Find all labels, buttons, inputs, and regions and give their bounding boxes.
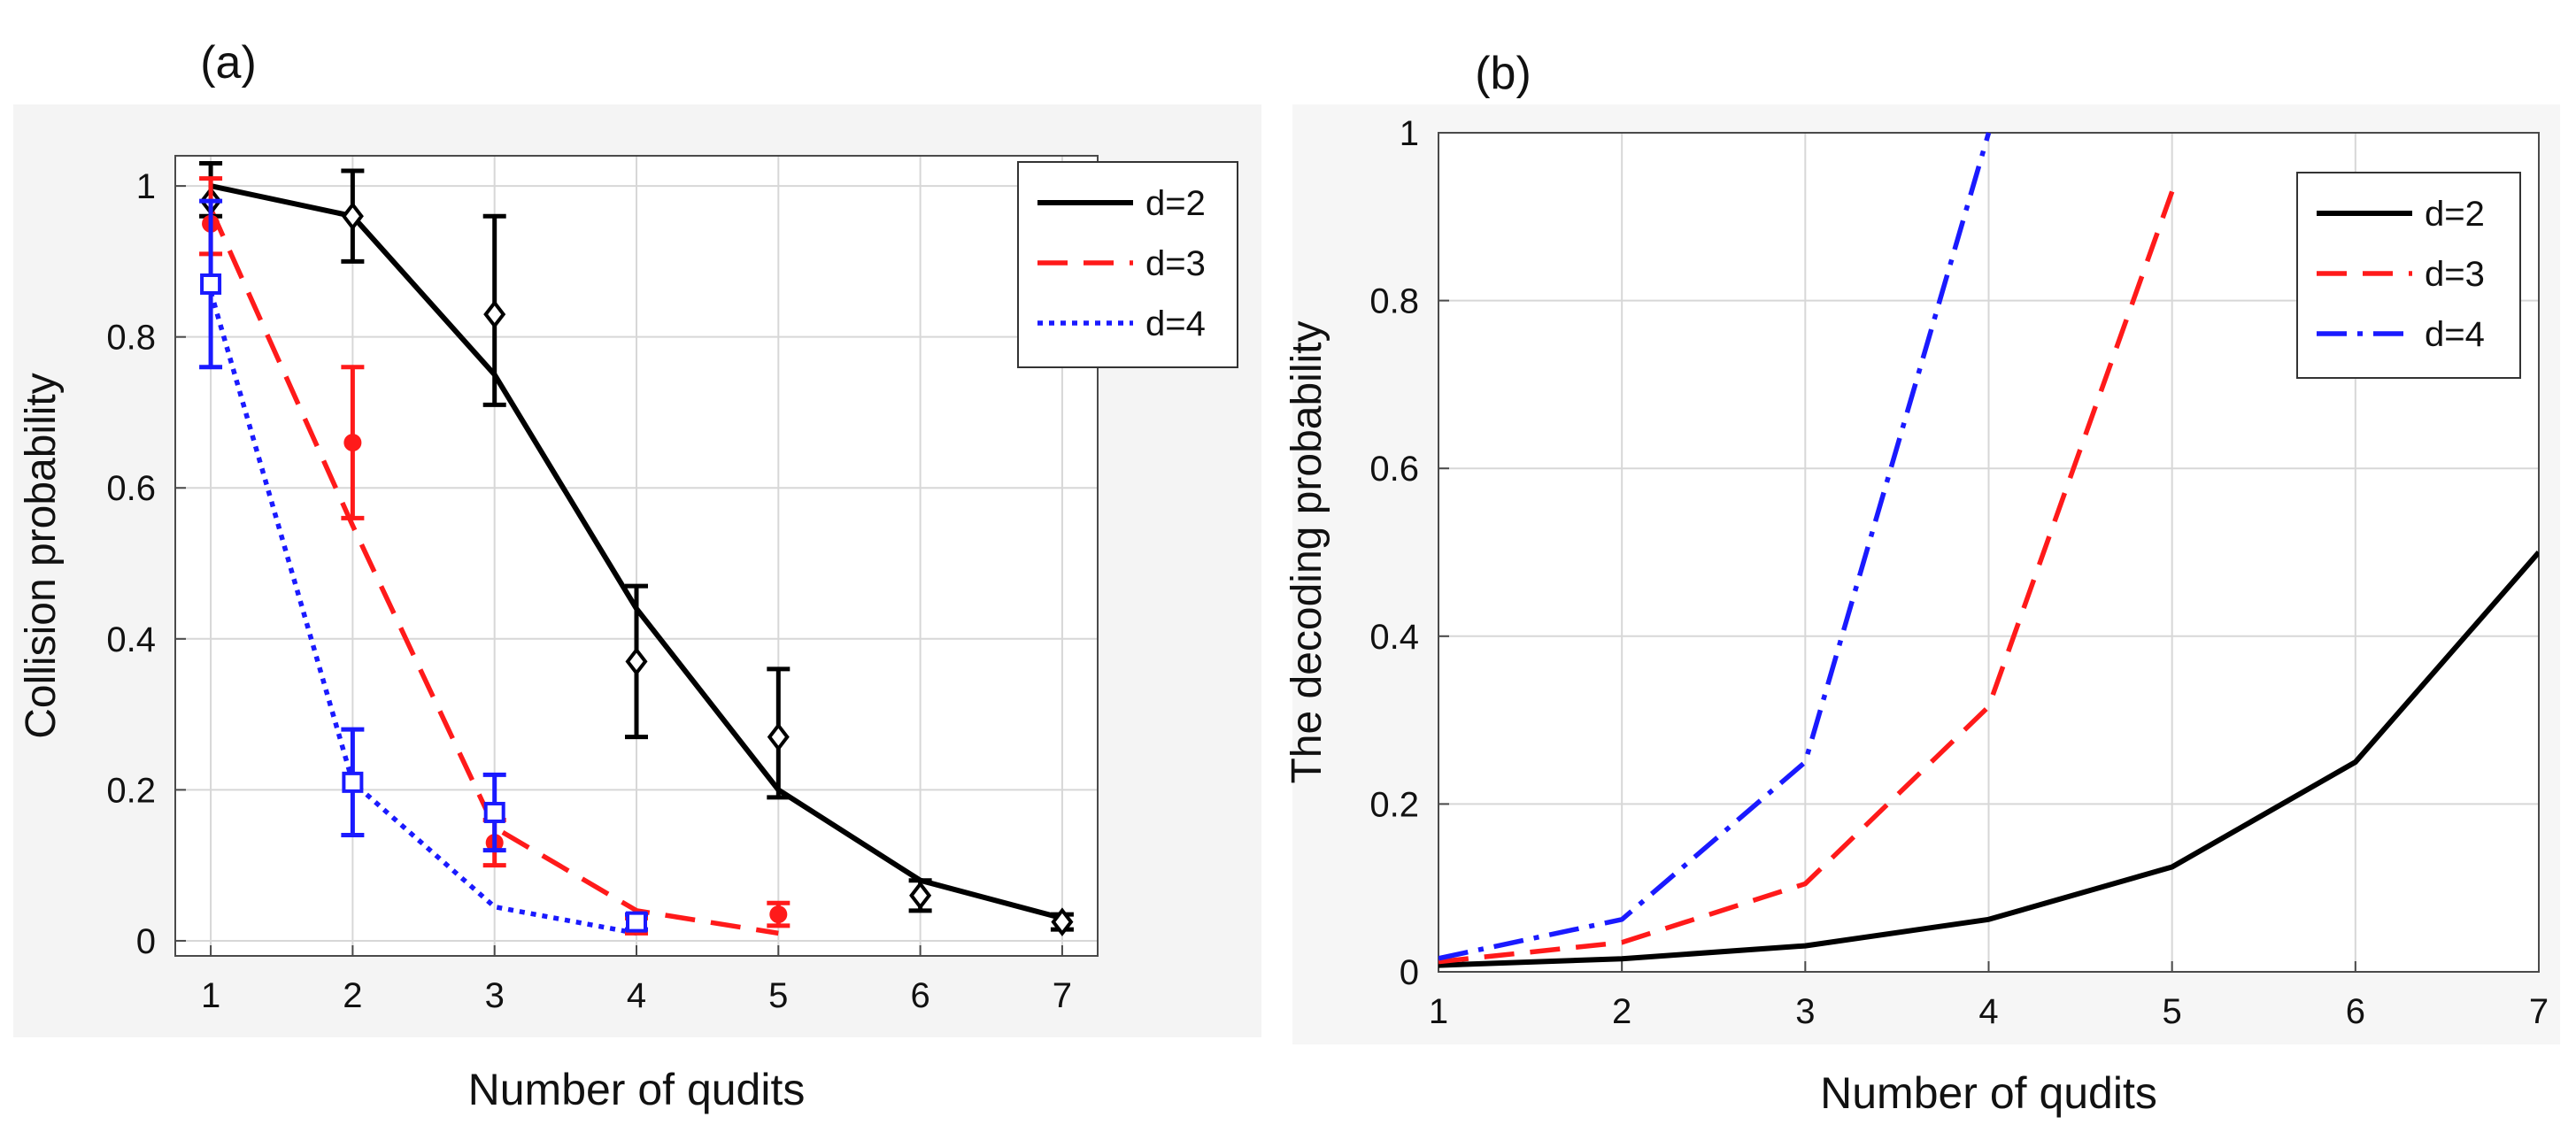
series-line-d2 <box>1438 551 2539 968</box>
x-tick-label: 4 <box>627 976 646 1015</box>
x-tick-label: 1 <box>1429 992 1448 1031</box>
y-tick-label: 0.2 <box>1369 785 1419 824</box>
x-tick-label: 7 <box>1053 976 1072 1015</box>
y-tick-label: 1 <box>136 167 156 206</box>
x-tick-label: 3 <box>1795 992 1815 1031</box>
x-tick-label: 3 <box>485 976 505 1015</box>
data-point-diamond <box>341 201 364 231</box>
y-axis-label: Collision probability <box>18 373 65 739</box>
y-tick-label: 0.8 <box>106 319 156 358</box>
data-point-diamond <box>483 299 506 329</box>
series-line-d3 <box>208 207 779 936</box>
legend-label: d=2 <box>2425 195 2485 234</box>
data-layer <box>199 161 1074 936</box>
data-point-square <box>483 801 505 823</box>
data-point-diamond <box>767 722 790 751</box>
data-point-square <box>626 911 647 933</box>
y-tick-label: 0.8 <box>1369 282 1419 321</box>
legend: d=2 d=3 d=4 <box>1017 161 1238 368</box>
data-point-circle <box>769 905 788 924</box>
legend-label: d=4 <box>2425 315 2485 354</box>
legend-label: d=2 <box>1145 184 1206 223</box>
x-tick-label: 2 <box>343 976 362 1015</box>
panel-b: 1 2 3 4 5 6 7 0 0.2 0.4 0.6 0.8 1 Number of qudits The… <box>1284 48 2560 1118</box>
x-tick-label: 6 <box>2346 992 2365 1031</box>
series-line-d4 <box>1438 132 1992 961</box>
x-axis-label: Number of qudits <box>468 1065 806 1114</box>
data-point-diamond <box>625 647 648 676</box>
y-tick-label: 0 <box>1400 953 1419 992</box>
panel-a: 1 2 3 4 5 6 7 0 0.2 0.4 0.6 0.8 1 Number of qudits Col… <box>13 37 1261 1114</box>
panel-label: (a) <box>200 37 257 89</box>
data-point-square <box>342 771 364 793</box>
data-point-diamond <box>1051 907 1074 936</box>
data-point-diamond <box>909 881 932 911</box>
x-axis-label: Number of qudits <box>1820 1068 2157 1118</box>
y-tick-label: 1 <box>1400 114 1419 153</box>
x-tick-label: 6 <box>910 976 929 1015</box>
series-line-d3 <box>1438 190 2175 965</box>
x-tick-label: 4 <box>1978 992 1998 1031</box>
x-tick-label: 5 <box>768 976 788 1015</box>
x-tick-label: 1 <box>201 976 220 1015</box>
y-axis-label: The decoding probability <box>1284 320 1330 783</box>
legend-label: d=3 <box>2425 255 2485 294</box>
x-tick-label: 5 <box>2163 992 2182 1031</box>
legend-label: d=4 <box>1145 304 1206 343</box>
data-layer <box>1438 132 2539 968</box>
y-tick-label: 0.2 <box>106 771 156 810</box>
y-tick-label: 0.4 <box>106 620 156 659</box>
x-tick-label: 7 <box>2529 992 2549 1031</box>
legend-label: d=3 <box>1145 244 1206 283</box>
y-tick-label: 0.6 <box>1369 450 1419 489</box>
legend: d=2 d=3 d=4 <box>2296 172 2521 379</box>
y-tick-label: 0 <box>136 922 156 961</box>
panel-label: (b) <box>1475 48 1531 99</box>
data-point-circle <box>343 434 362 452</box>
x-tick-label: 2 <box>1612 992 1631 1031</box>
y-tick-label: 0.4 <box>1369 618 1419 657</box>
series-line-d4 <box>208 290 637 936</box>
data-point-square <box>200 273 222 295</box>
y-tick-label: 0.6 <box>106 469 156 508</box>
